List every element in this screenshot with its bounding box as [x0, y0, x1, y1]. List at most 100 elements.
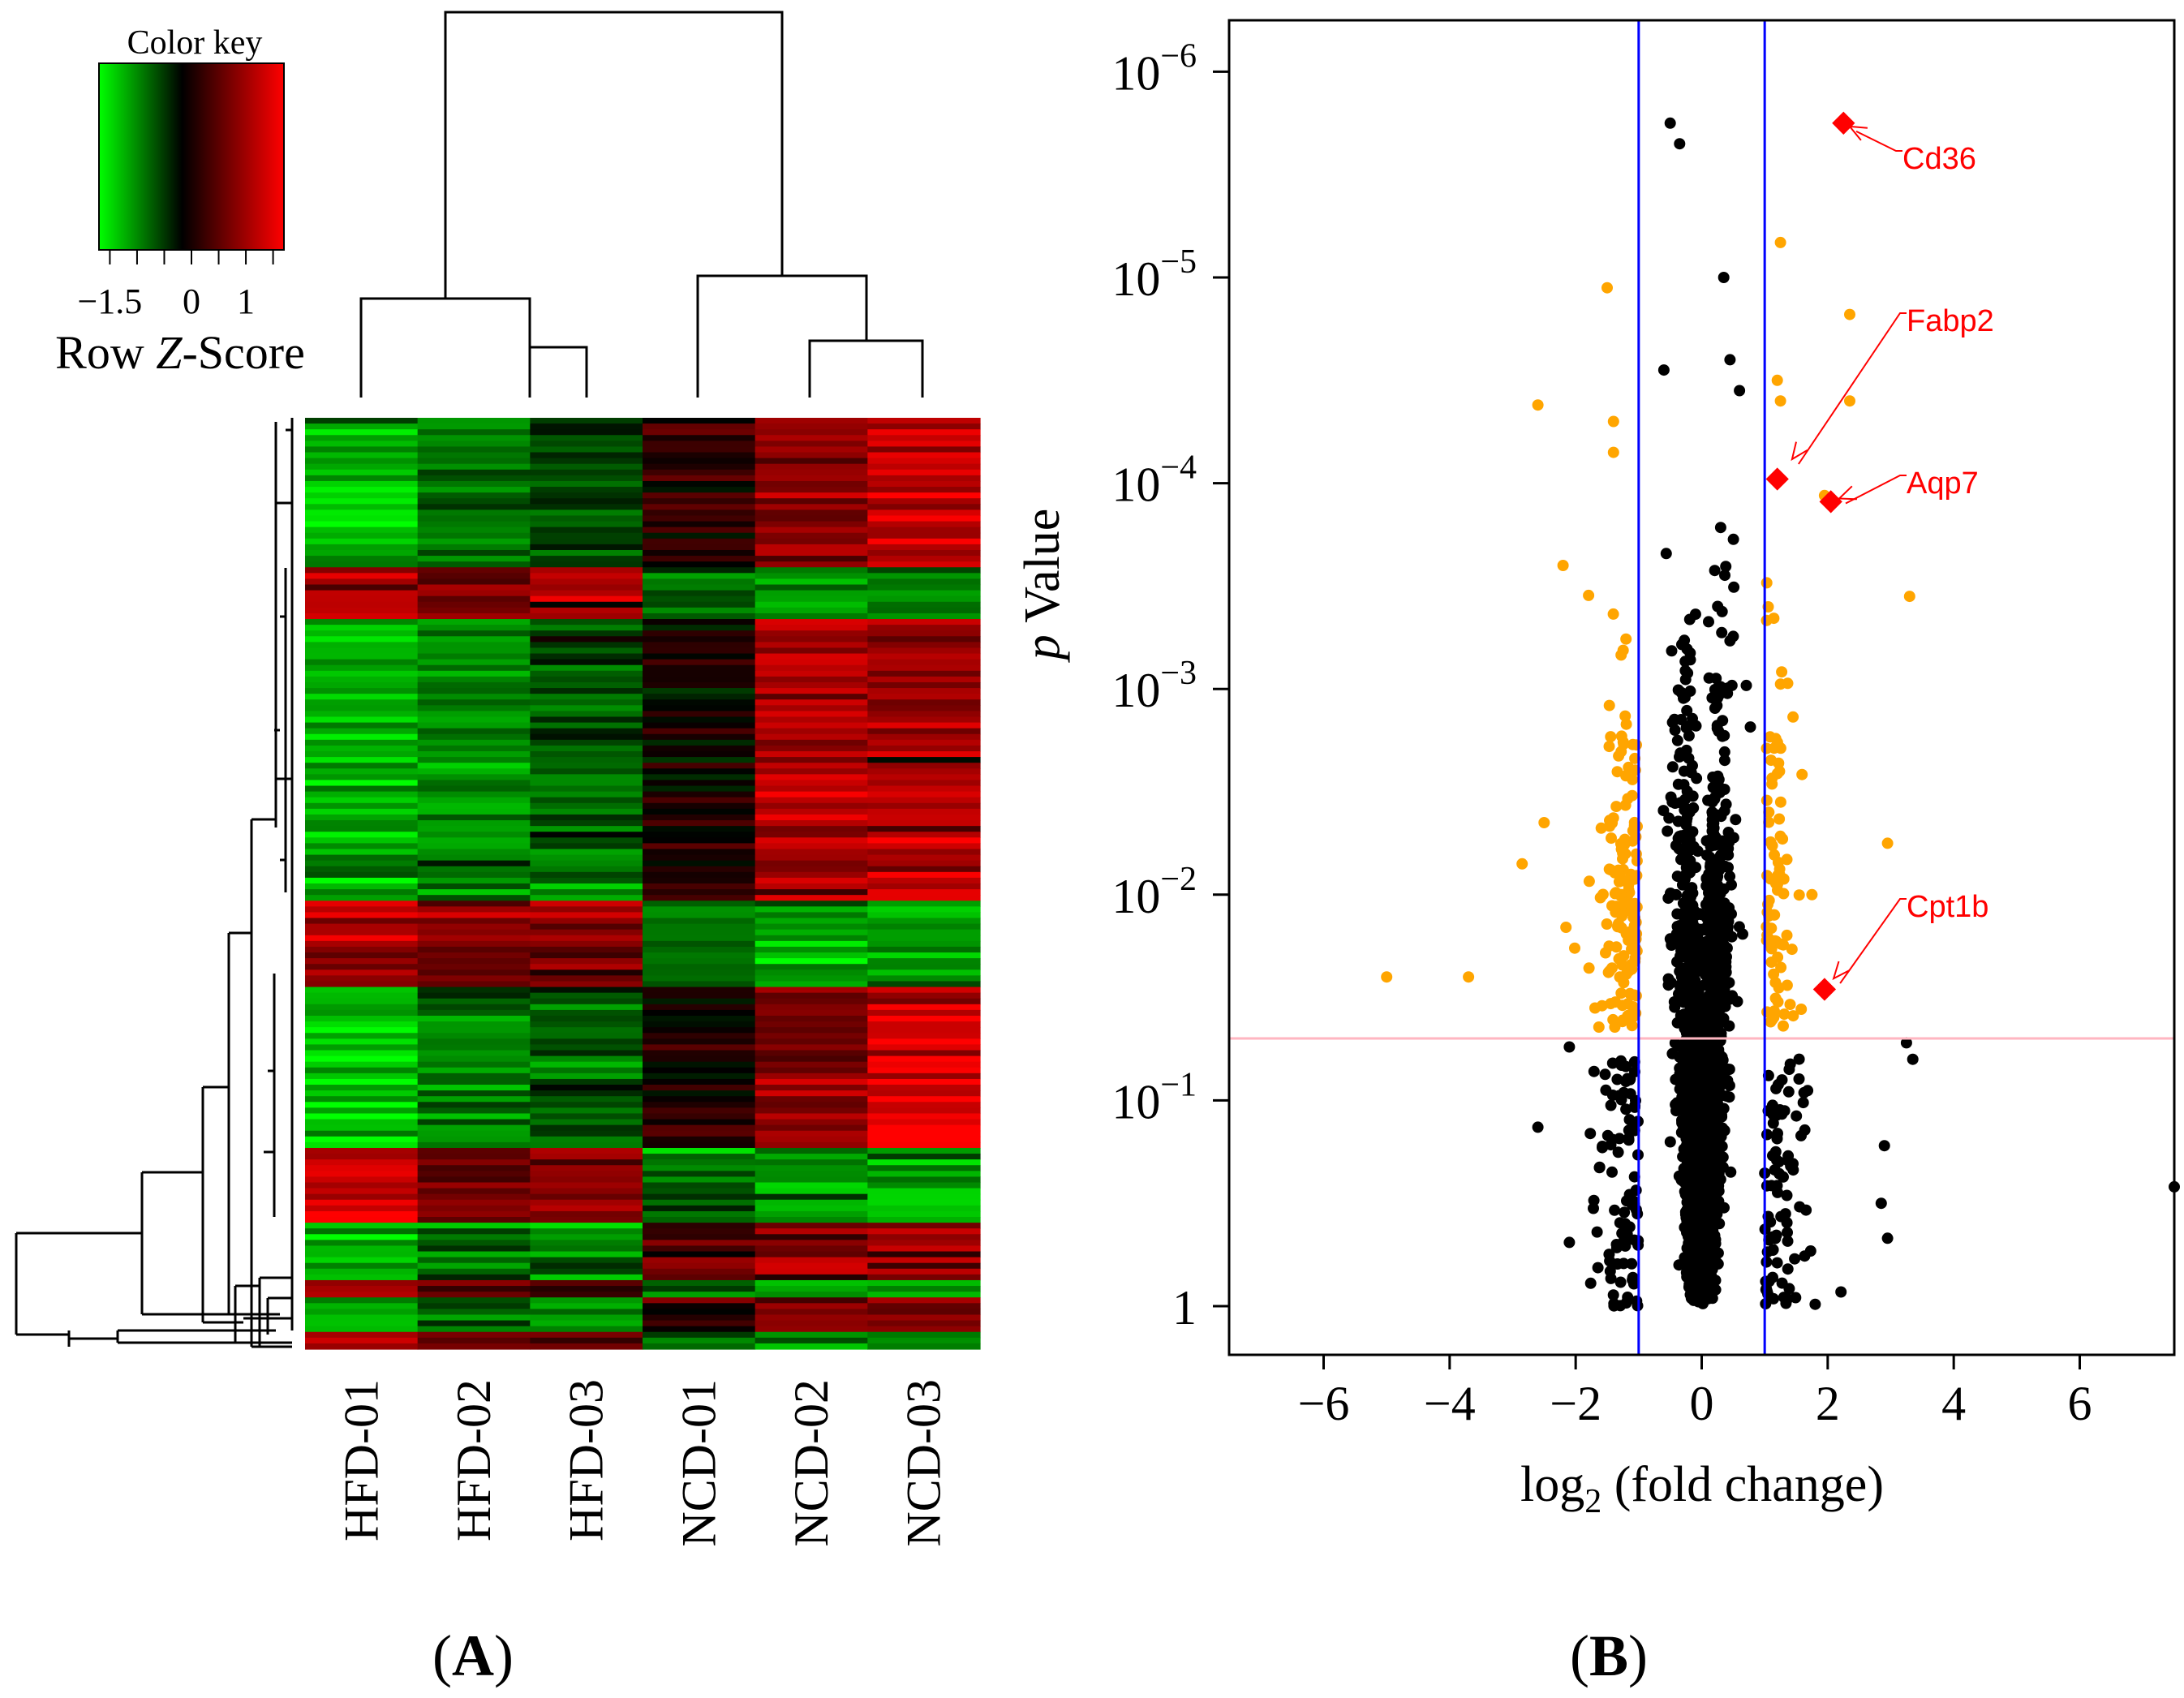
heatmap-cell	[643, 860, 756, 867]
volcano-point	[1619, 1240, 1632, 1252]
heatmap-cell	[643, 1154, 756, 1160]
heatmap-cell	[530, 1217, 643, 1223]
heatmap-cell	[755, 1257, 868, 1264]
heatmap-cell	[643, 871, 756, 879]
heatmap-cell	[643, 584, 756, 591]
heatmap-cell	[867, 1004, 981, 1011]
heatmap-cell	[305, 832, 419, 838]
heatmap-cell	[755, 1234, 868, 1240]
heatmap-cell	[530, 458, 643, 465]
gene-marker	[1819, 490, 1842, 514]
heatmap-cell	[305, 935, 419, 942]
heatmap-cell	[305, 1044, 419, 1051]
volcano-point-significant	[1766, 840, 1778, 852]
volcano-point	[1773, 1156, 1785, 1168]
volcano-point	[1628, 1198, 1640, 1210]
heatmap-cell	[417, 964, 531, 970]
heatmap-cell	[755, 1044, 868, 1051]
heatmap-cell	[755, 607, 868, 614]
heatmap-cell	[643, 826, 756, 832]
heatmap-cell	[530, 435, 643, 441]
heatmap-cell	[755, 1303, 868, 1309]
volcano-point	[1781, 1189, 1793, 1201]
volcano-point-significant	[1607, 1013, 1619, 1025]
heatmap-cell	[530, 607, 643, 614]
volcano-point-significant	[1781, 979, 1793, 991]
heatmap-cell	[305, 1085, 419, 1091]
panel-b-letter: B	[1589, 1623, 1628, 1688]
heatmap-cell	[530, 860, 643, 867]
heatmap-cell	[867, 1130, 981, 1137]
heatmap-cell	[755, 1309, 868, 1316]
volcano-point-significant	[1601, 282, 1613, 294]
volcano-point	[1679, 793, 1691, 806]
heatmap-cell	[530, 1038, 643, 1046]
color-key-gradient	[98, 62, 285, 251]
heatmap-cell	[755, 1154, 868, 1160]
heatmap-cell	[305, 757, 419, 763]
heatmap-cell	[417, 763, 531, 769]
heatmap-cell	[530, 711, 643, 718]
volcano-point	[1740, 679, 1752, 691]
heatmap-cell	[305, 538, 419, 545]
heatmap-cell	[417, 1268, 531, 1275]
heatmap-cell	[530, 1331, 643, 1339]
volcano-point-significant	[1532, 399, 1544, 411]
volcano-point	[1718, 272, 1730, 283]
heatmap-cell	[755, 492, 868, 499]
heatmap-cell	[417, 987, 531, 994]
heatmap-cell	[417, 561, 531, 568]
volcano-point	[1699, 969, 1711, 981]
heatmap-cell	[530, 791, 643, 798]
gene-arrow	[1855, 131, 1902, 152]
heatmap-cell	[530, 785, 643, 793]
volcano-point	[1584, 1128, 1597, 1140]
volcano-point	[1705, 1273, 1718, 1285]
heatmap-cell	[867, 619, 981, 625]
volcano-point	[1793, 1053, 1805, 1065]
y-tick-label: 10−1	[1111, 1066, 1197, 1128]
heatmap-cell	[755, 573, 868, 580]
heatmap-cell	[305, 418, 419, 424]
y-axis-label-var: p	[1015, 634, 1070, 663]
heatmap-cell	[305, 1314, 419, 1322]
heatmap-cell	[417, 1326, 531, 1333]
heatmap-cell	[417, 837, 531, 844]
heatmap-cell	[643, 975, 756, 982]
heatmap-cell	[867, 567, 981, 574]
heatmap-cell	[643, 883, 756, 890]
heatmap-cell	[417, 676, 531, 683]
heatmap-cell	[867, 1210, 981, 1218]
heatmap-cell	[417, 1033, 531, 1039]
heatmap-cell	[643, 981, 756, 988]
heatmap-cell	[867, 1343, 981, 1350]
volcano-point-significant	[1778, 1008, 1791, 1021]
volcano-point	[1627, 1274, 1639, 1286]
heatmap-cell	[867, 780, 981, 787]
color-key: Color key −1.5 0 1 Row Z-Score	[55, 24, 305, 379]
heatmap-cell	[417, 458, 531, 465]
heatmap-cell	[305, 1050, 419, 1057]
volcano-point-significant	[1623, 896, 1634, 908]
heatmap-cell	[755, 728, 868, 735]
heatmap-cell	[305, 642, 419, 649]
heatmap-cell	[755, 601, 868, 608]
volcano-point-significant	[1610, 996, 1622, 1008]
heatmap-cell	[643, 480, 756, 488]
heatmap-cell	[305, 912, 419, 919]
heatmap-cell	[417, 1067, 531, 1074]
volcano-point	[1687, 1216, 1698, 1228]
heatmap-cell	[530, 538, 643, 545]
heatmap-cell	[530, 1326, 643, 1333]
volcano-point	[1715, 1088, 1726, 1100]
heatmap-cell	[643, 1314, 756, 1322]
heatmap-cell	[305, 653, 419, 660]
heatmap-cell	[417, 1078, 531, 1085]
volcano-point	[1726, 879, 1737, 891]
volcano-point	[1657, 364, 1670, 376]
volcano-point	[1628, 1124, 1640, 1137]
heatmap-cell	[305, 1033, 419, 1039]
volcano-point	[1711, 1153, 1722, 1165]
heatmap-cell	[305, 785, 419, 793]
heatmap-cell	[417, 1107, 531, 1115]
